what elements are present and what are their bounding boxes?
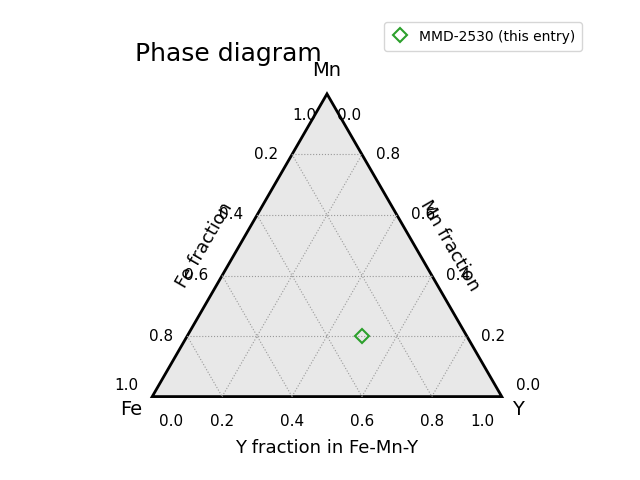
Text: 0.6: 0.6 [184, 268, 208, 283]
Text: 1.0: 1.0 [114, 378, 138, 393]
Text: 1.0: 1.0 [470, 414, 495, 429]
Text: Mn: Mn [312, 61, 342, 80]
Text: 0.0: 0.0 [159, 414, 183, 429]
Text: 0.2: 0.2 [254, 147, 278, 162]
Text: Y fraction in Fe-Mn-Y: Y fraction in Fe-Mn-Y [236, 439, 419, 456]
Text: 0.4: 0.4 [219, 207, 243, 222]
Text: Mn fraction: Mn fraction [416, 197, 483, 294]
Text: 0.8: 0.8 [149, 328, 173, 344]
Text: 0.2: 0.2 [481, 328, 505, 344]
Text: 0.2: 0.2 [210, 414, 234, 429]
Text: 1.0: 1.0 [292, 108, 317, 123]
Text: 0.4: 0.4 [280, 414, 304, 429]
Text: Fe: Fe [120, 400, 141, 419]
Polygon shape [152, 94, 502, 396]
Text: 0.6: 0.6 [411, 207, 435, 222]
Legend: MMD-2530 (this entry): MMD-2530 (this entry) [384, 22, 582, 51]
Text: Fe fraction: Fe fraction [173, 200, 236, 291]
Text: Phase diagram: Phase diagram [135, 42, 321, 66]
Text: 0.0: 0.0 [337, 108, 362, 123]
Text: 0.0: 0.0 [516, 378, 540, 393]
Text: 0.4: 0.4 [446, 268, 470, 283]
Text: Y: Y [512, 400, 524, 419]
Text: 0.8: 0.8 [420, 414, 444, 429]
Text: 0.6: 0.6 [350, 414, 374, 429]
Text: 0.8: 0.8 [376, 147, 400, 162]
